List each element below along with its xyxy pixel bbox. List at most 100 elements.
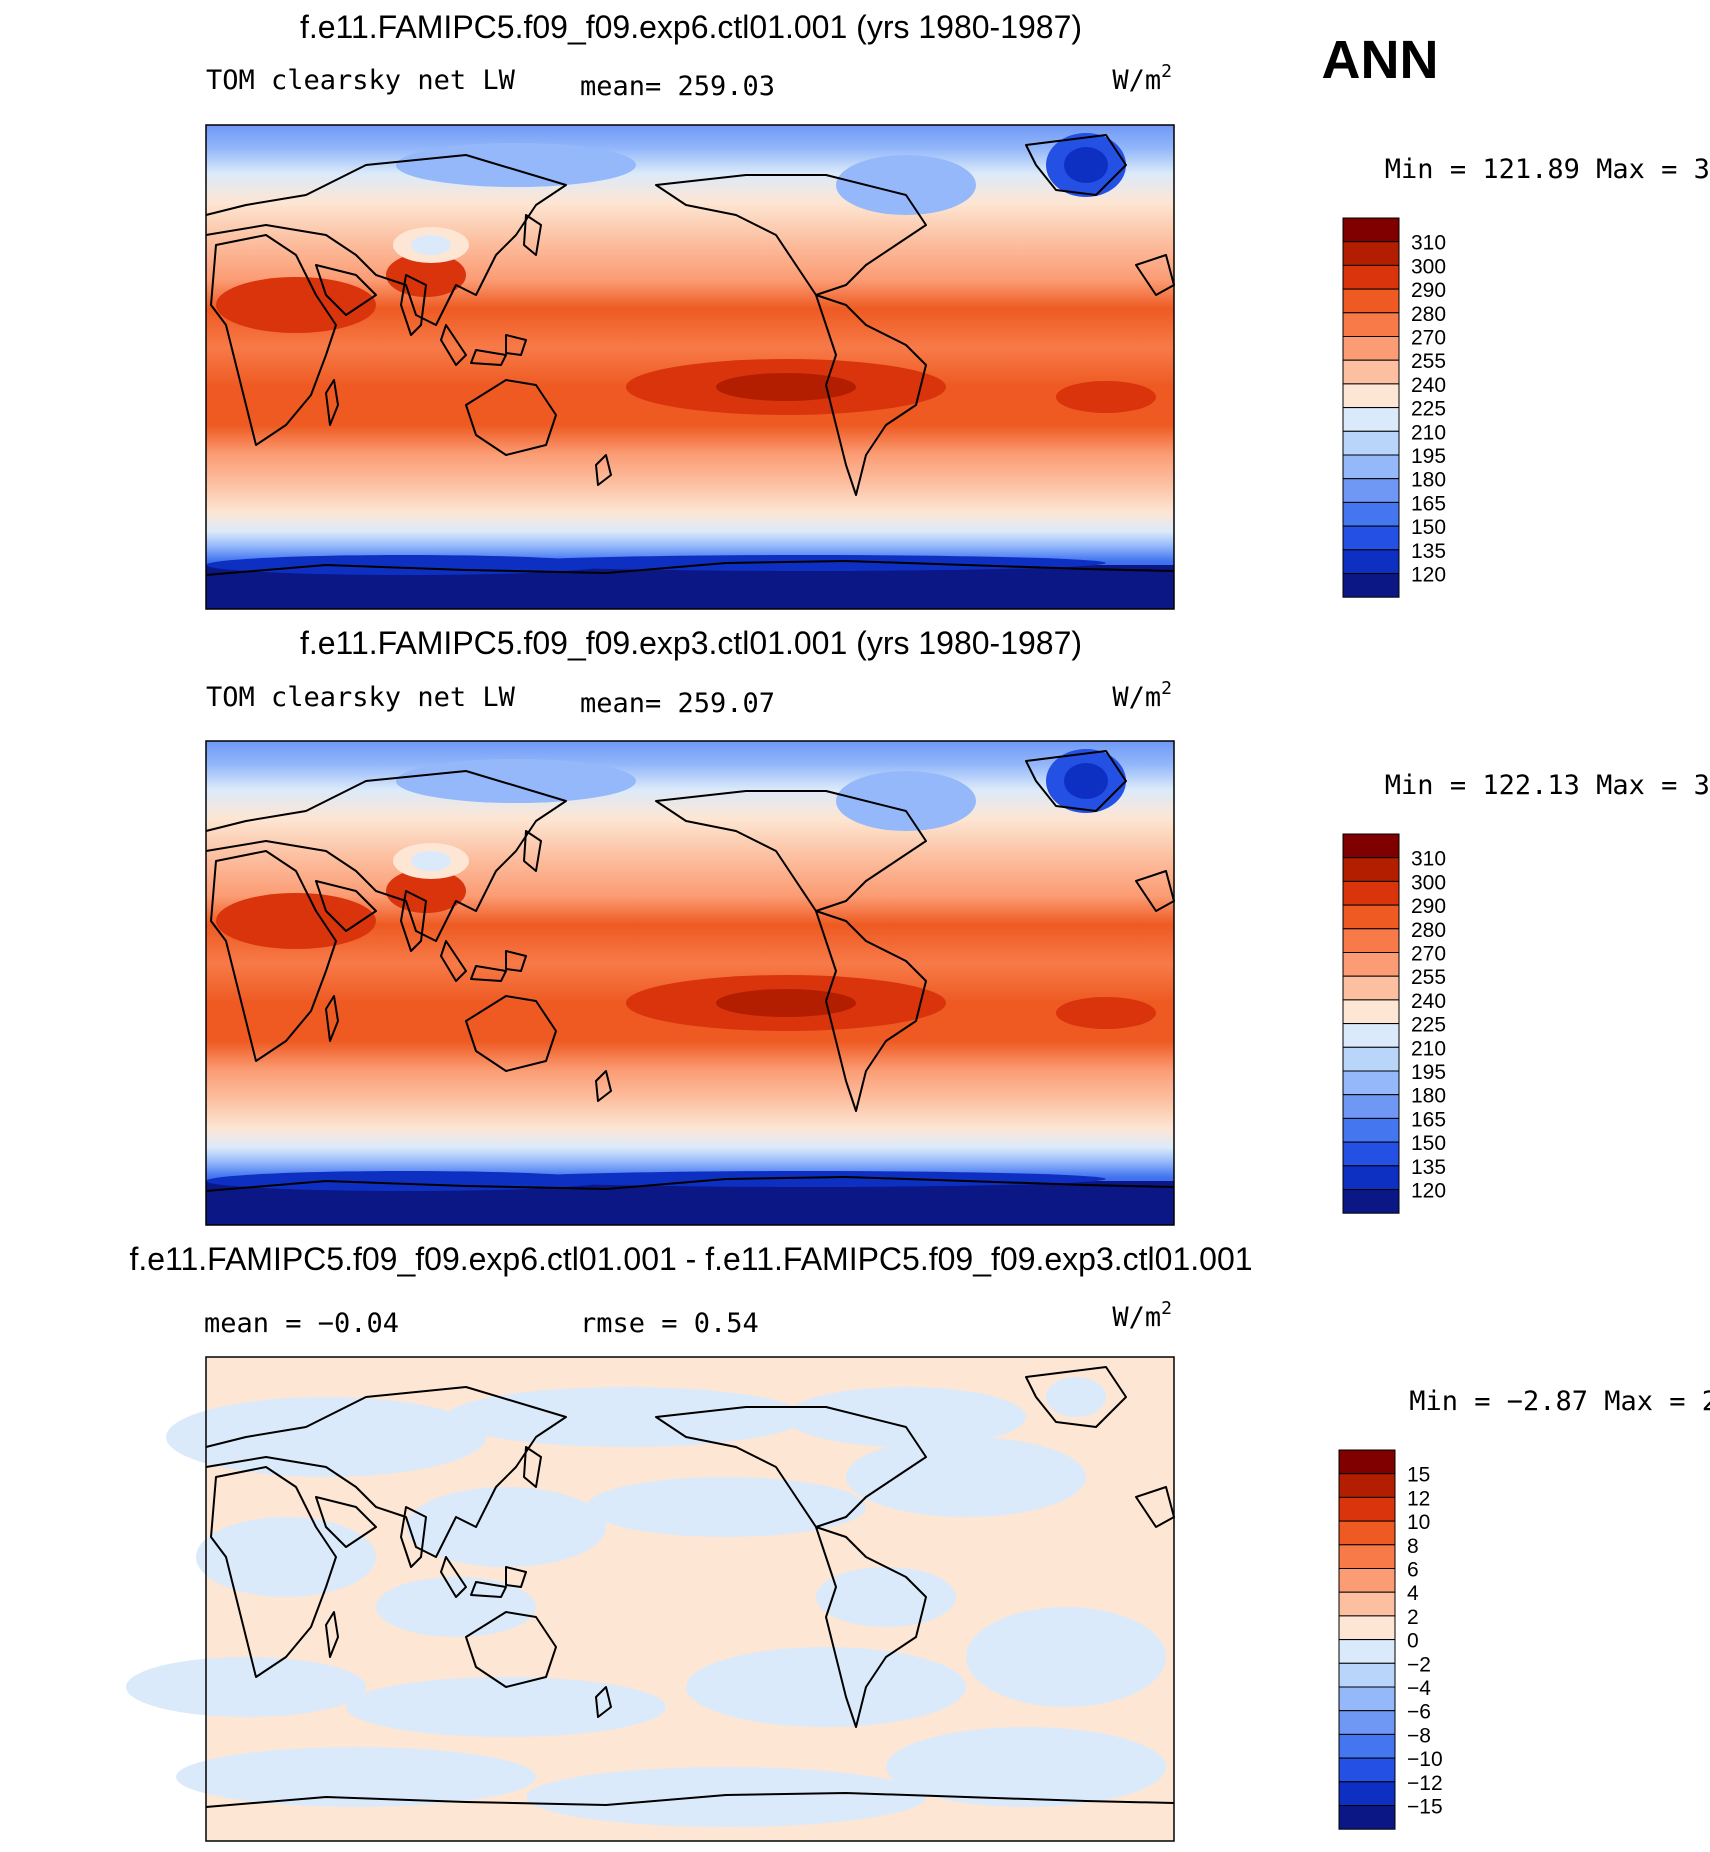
colorbar-label: −10	[1407, 1748, 1443, 1771]
colorbar-label: −2	[1407, 1653, 1431, 1676]
colorbar-swatch	[1342, 430, 1400, 456]
colorbar: 3103002902802702552402252101951801651501…	[1342, 217, 1446, 598]
colorbar-swatch	[1338, 1686, 1396, 1712]
colorbar-swatch	[1342, 999, 1400, 1025]
colorbar-swatch	[1342, 1023, 1400, 1048]
colorbar-label: 0	[1407, 1630, 1419, 1653]
panel-2: f.e11.FAMIPC5.f09_f09.exp3.ctl01.001 (yr…	[205, 625, 1710, 1226]
rmse-label: rmse = 0.54	[580, 1308, 759, 1339]
panel-3: f.e11.FAMIPC5.f09_f09.exp6.ctl01.001 - f…	[126, 1241, 1710, 1842]
colorbar-swatch	[1338, 1781, 1396, 1807]
colorbar-label: 280	[1411, 919, 1446, 942]
units-label: W/m2	[1112, 678, 1172, 713]
colorbar-swatch	[1342, 383, 1400, 409]
colorbar-swatch	[1338, 1710, 1396, 1735]
colorbar-label: 195	[1411, 1061, 1446, 1084]
colorbar-label: 150	[1411, 516, 1446, 539]
minmax-label: Min = 122.13 Max = 301.14	[1385, 770, 1710, 801]
colorbar-swatch	[1342, 1165, 1400, 1191]
colorbar-swatch	[1342, 952, 1400, 977]
colorbar-label: −8	[1407, 1724, 1431, 1747]
colorbar-label: 225	[1411, 398, 1446, 421]
minmax-label: Min = 121.89 Max = 301.55	[1385, 154, 1710, 185]
map-frame	[205, 1356, 1175, 1842]
colorbar-swatch	[1342, 1046, 1400, 1072]
colorbar-swatch	[1342, 454, 1400, 480]
panels: f.e11.FAMIPC5.f09_f09.exp6.ctl01.001 (yr…	[126, 9, 1710, 1842]
colorbar-label: 210	[1411, 421, 1446, 444]
colorbar-swatch	[1342, 501, 1400, 527]
colorbar-label: 195	[1411, 445, 1446, 468]
colorbar-swatch	[1338, 1568, 1396, 1593]
variable-label: TOM clearsky net LW	[206, 65, 516, 96]
colorbar-label: 165	[1411, 1108, 1446, 1131]
season-label: ANN	[1322, 30, 1439, 90]
colorbar-swatch	[1338, 1591, 1396, 1617]
map-field	[206, 741, 1174, 1225]
mean-label: mean= 259.07	[580, 688, 775, 719]
map-plot	[126, 1356, 1175, 1842]
colorbar-label: 270	[1411, 943, 1446, 966]
colorbar-label: −6	[1407, 1701, 1431, 1724]
minmax-label: Min = −2.87 Max = 2.73	[1409, 1386, 1710, 1417]
colorbar-label: 310	[1411, 848, 1446, 871]
colorbar-label: 10	[1407, 1511, 1430, 1534]
colorbar-swatch	[1342, 880, 1400, 906]
colorbar-label: 280	[1411, 303, 1446, 326]
colorbar-swatch	[1342, 525, 1400, 551]
colorbar-swatch	[1338, 1544, 1396, 1570]
panel-1: f.e11.FAMIPC5.f09_f09.exp6.ctl01.001 (yr…	[205, 9, 1710, 610]
colorbar-label: 300	[1411, 255, 1446, 278]
colorbar-label: 225	[1411, 1014, 1446, 1037]
map-frame	[205, 124, 1175, 610]
colorbar-label: 255	[1411, 350, 1446, 373]
colorbar-label: 12	[1407, 1487, 1430, 1510]
colorbar-swatch	[1342, 1117, 1400, 1143]
colorbar-label: 4	[1407, 1582, 1419, 1605]
colorbar-swatch	[1342, 359, 1400, 385]
units-label: W/m2	[1112, 1298, 1172, 1333]
colorbar-swatch	[1342, 1094, 1400, 1119]
colorbar-swatch	[1342, 264, 1400, 290]
colorbar-label: 290	[1411, 895, 1446, 918]
colorbar-swatch	[1338, 1733, 1396, 1759]
colorbar-label: 240	[1411, 374, 1446, 397]
colorbar-swatch	[1342, 549, 1400, 574]
colorbar-swatch	[1342, 217, 1400, 243]
panel-title: f.e11.FAMIPC5.f09_f09.exp3.ctl01.001 (yr…	[300, 625, 1082, 661]
colorbar-swatch	[1342, 857, 1400, 882]
colorbar-label: 180	[1411, 1085, 1446, 1108]
map-plot	[205, 124, 1175, 610]
colorbar-swatch	[1342, 904, 1400, 930]
colorbar-swatch	[1342, 833, 1400, 859]
colorbar-label: 255	[1411, 966, 1446, 989]
colorbar-label: 150	[1411, 1132, 1446, 1155]
colorbar-swatch	[1338, 1662, 1396, 1688]
units-label: W/m2	[1112, 61, 1172, 96]
colorbar-label: −4	[1407, 1677, 1431, 1700]
colorbar-swatch	[1338, 1520, 1396, 1546]
colorbar-swatch	[1338, 1496, 1396, 1522]
colorbar-label: 120	[1411, 564, 1446, 587]
colorbar-label: 135	[1411, 540, 1446, 563]
colorbar-swatch	[1338, 1449, 1396, 1475]
colorbar-swatch	[1342, 573, 1400, 598]
mean-label: mean= 259.03	[580, 71, 775, 102]
colorbar-label: 300	[1411, 871, 1446, 894]
colorbar-label: 240	[1411, 990, 1446, 1013]
colorbar-label: 180	[1411, 469, 1446, 492]
colorbar-label: 290	[1411, 279, 1446, 302]
colorbar-swatch	[1342, 241, 1400, 266]
colorbar-swatch	[1338, 1639, 1396, 1664]
panel-title: f.e11.FAMIPC5.f09_f09.exp6.ctl01.001 - f…	[129, 1241, 1252, 1277]
colorbar-swatch	[1342, 975, 1400, 1001]
colorbar-swatch	[1338, 1473, 1396, 1498]
colorbar-swatch	[1342, 288, 1400, 314]
colorbar-label: −15	[1407, 1796, 1443, 1819]
colorbar-label: 135	[1411, 1156, 1446, 1179]
map-plot	[205, 740, 1175, 1226]
colorbar-label: −12	[1407, 1772, 1443, 1795]
colorbar-label: 120	[1411, 1180, 1446, 1203]
panel-title: f.e11.FAMIPC5.f09_f09.exp6.ctl01.001 (yr…	[300, 9, 1082, 45]
